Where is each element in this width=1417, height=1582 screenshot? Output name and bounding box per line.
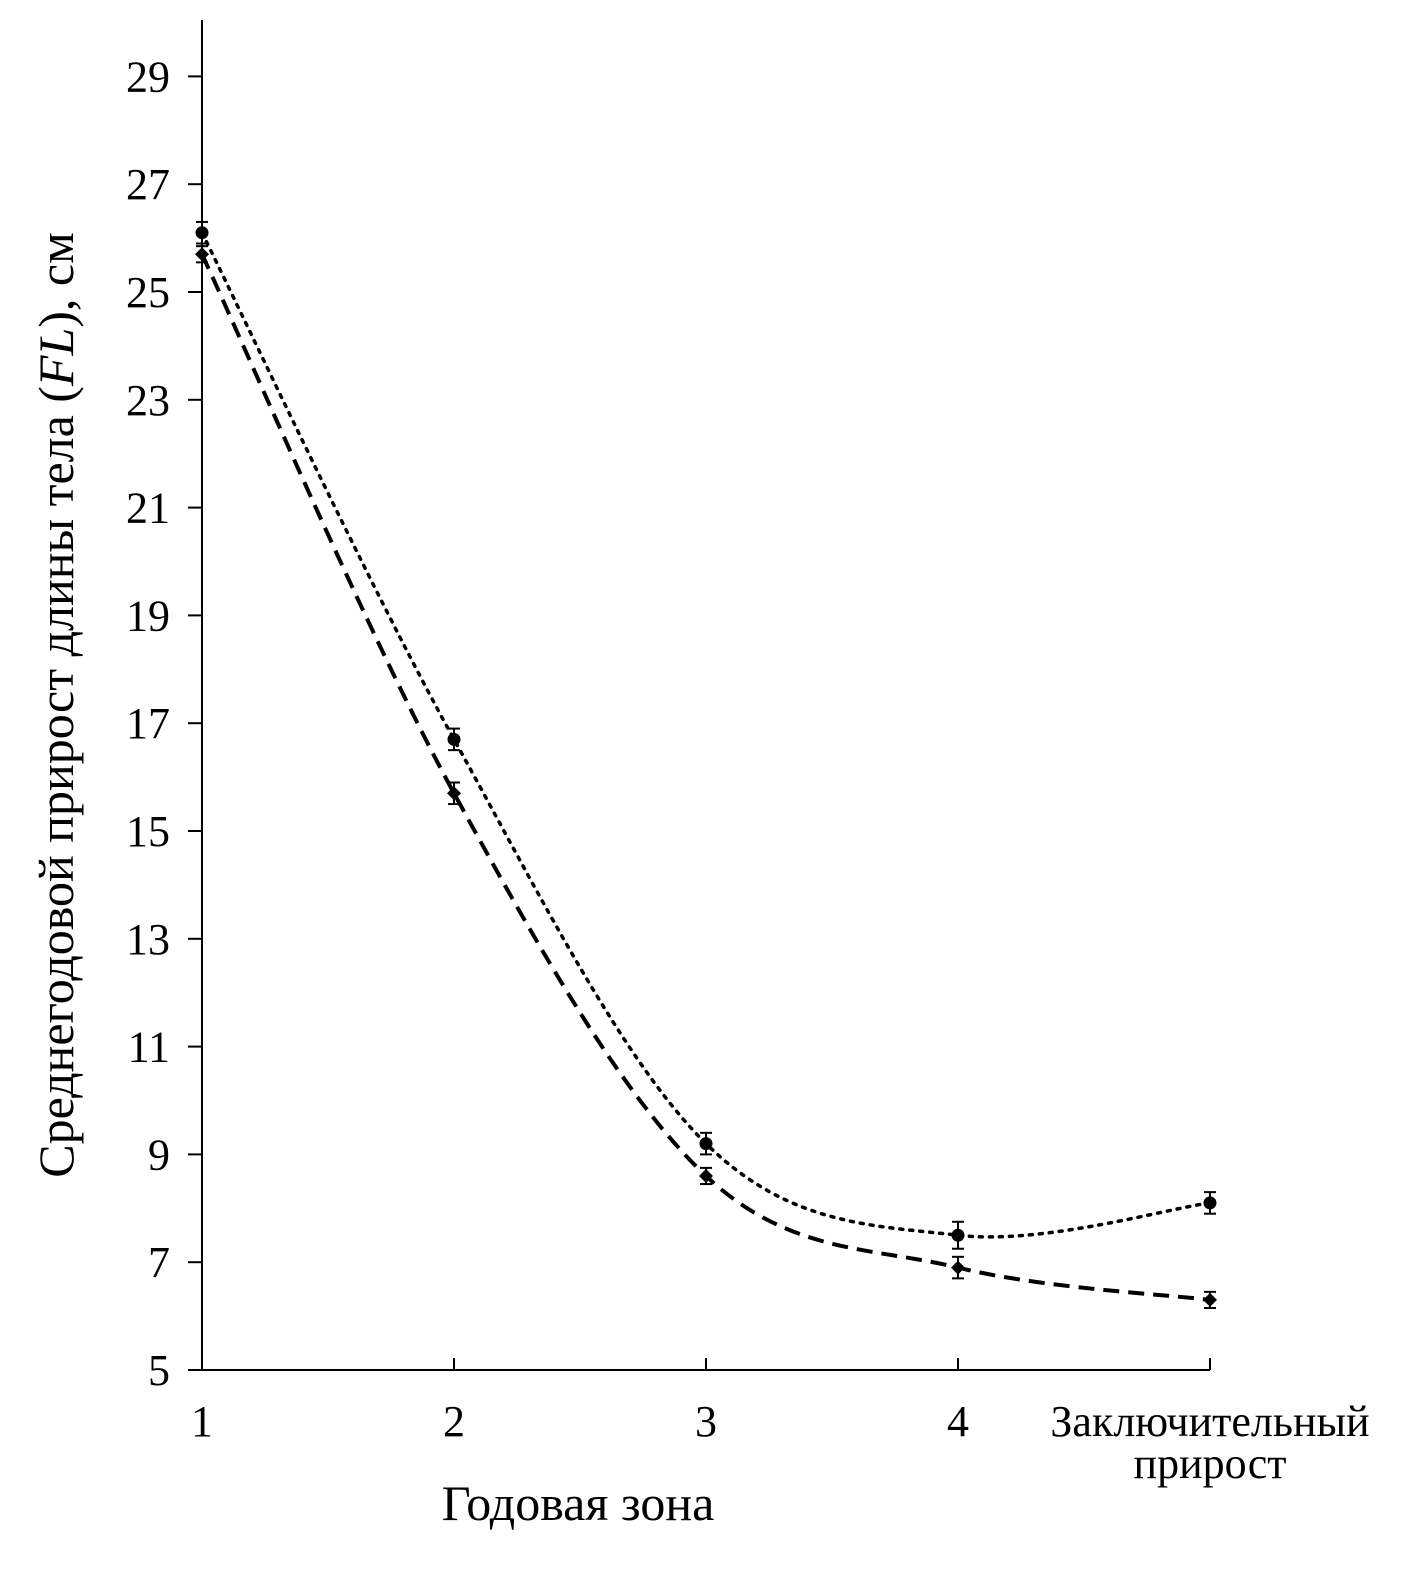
data-point-diamond bbox=[1203, 1292, 1217, 1307]
x-tick-label: 3 bbox=[695, 1397, 717, 1446]
x-tick-label: 2 bbox=[443, 1397, 465, 1446]
x-tick-label: 1 bbox=[191, 1397, 213, 1446]
y-tick-label: 23 bbox=[126, 376, 170, 425]
x-tick-label: Заключительный bbox=[1050, 1397, 1369, 1446]
y-axis-title: Среднегодовой прирост длины тела (FL), с… bbox=[28, 232, 84, 1178]
data-point-circle bbox=[447, 732, 461, 746]
data-point-circle bbox=[951, 1228, 965, 1242]
data-point-circle bbox=[699, 1137, 713, 1151]
data-point-diamond bbox=[951, 1260, 965, 1275]
y-tick-label: 17 bbox=[126, 699, 170, 748]
y-tick-label: 19 bbox=[126, 591, 170, 640]
data-point-diamond bbox=[699, 1168, 713, 1183]
series-circles-line bbox=[200, 230, 1212, 1239]
series-layer bbox=[195, 220, 1217, 1310]
x-axis-title: Годовая зона bbox=[442, 1475, 715, 1531]
y-tick-label: 21 bbox=[126, 484, 170, 533]
y-tick-label: 13 bbox=[126, 915, 170, 964]
y-tick-label: 9 bbox=[148, 1130, 170, 1179]
y-tick-label: 25 bbox=[126, 268, 170, 317]
y-tick-label: 5 bbox=[148, 1346, 170, 1395]
y-axis-title-part-2: FL bbox=[28, 328, 84, 387]
data-point-circle bbox=[1203, 1196, 1217, 1210]
x-tick-label: 4 bbox=[947, 1397, 969, 1446]
series-diamonds-line bbox=[200, 253, 1211, 1302]
y-axis-title-part-3: ), см bbox=[28, 232, 84, 327]
data-point-diamond bbox=[447, 786, 461, 801]
y-tick-label: 27 bbox=[126, 160, 170, 209]
y-tick-label: 29 bbox=[126, 52, 170, 101]
y-ticks: 5 7 9 11 13 15 17 19 21 23 25 27 29 bbox=[126, 52, 202, 1395]
y-axis-title-part-1: Среднегодовой прирост длины тела ( bbox=[28, 386, 84, 1178]
x-tick-label: прирост bbox=[1134, 1439, 1287, 1488]
y-tick-label: 11 bbox=[128, 1023, 170, 1072]
series-circles bbox=[195, 220, 1217, 1250]
y-tick-label: 15 bbox=[126, 807, 170, 856]
y-tick-label: 7 bbox=[148, 1238, 170, 1287]
